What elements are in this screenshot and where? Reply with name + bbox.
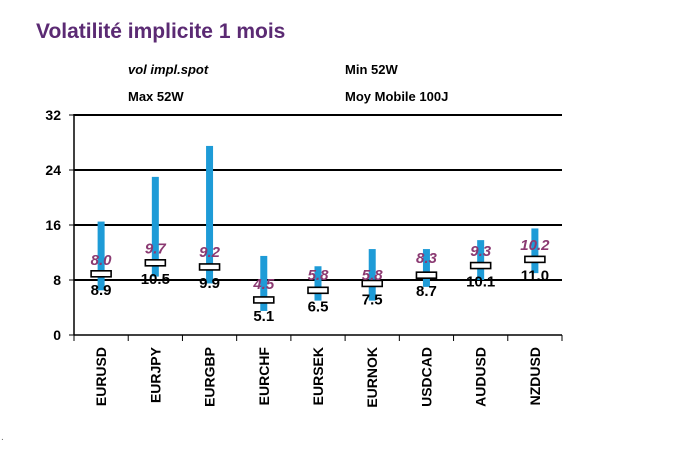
range-bar-eurnok <box>368 249 376 301</box>
moving-average-marker <box>144 259 167 267</box>
range-bar-eursek <box>314 266 322 301</box>
spot-value-label: 8.3 <box>416 250 438 267</box>
spot-value-label: 5.8 <box>308 267 330 284</box>
y-tick-label: 32 <box>45 107 61 123</box>
legend-min-label: Min 52W <box>345 62 398 77</box>
moving-average-marker <box>469 261 492 270</box>
range-bar-eurjpy <box>151 176 159 277</box>
corner-mark: . <box>1 432 4 443</box>
category-label: EURCHF <box>256 347 272 406</box>
moving-average-value-label: 10.1 <box>466 274 495 291</box>
spot-value-label: 4.5 <box>252 276 275 293</box>
moving-average-marker <box>524 255 546 264</box>
moving-average-marker <box>307 286 329 295</box>
moving-average-marker <box>252 296 275 304</box>
moving-average-value-label: 9.9 <box>199 275 220 292</box>
moving-average-value-label: 8.7 <box>416 283 437 300</box>
spot-value-label: 8.0 <box>91 252 113 269</box>
range-bar-nzdusd <box>531 228 539 274</box>
category-label: EURNOK <box>364 347 380 408</box>
spot-value-label: 5.8 <box>362 267 384 284</box>
moving-average-marker <box>198 263 221 271</box>
chart-title: Volatilité implicite 1 mois <box>36 20 286 43</box>
category-label: EURSEK <box>310 347 326 405</box>
moving-average-value-label: 5.1 <box>253 308 274 325</box>
moving-average-value-label: 8.9 <box>91 282 112 299</box>
category-label: AUDUSD <box>473 347 489 407</box>
category-label: USDCAD <box>418 347 434 407</box>
range-bar-usdcad <box>422 249 430 287</box>
legend-moving-average-label: Moy Mobile 100J <box>345 89 449 104</box>
spot-value-label: 9.2 <box>199 244 221 261</box>
range-bar-eurgbp <box>206 145 214 284</box>
moving-average-value-label: 10.5 <box>141 271 170 288</box>
moving-average-marker <box>90 270 112 278</box>
category-label: EURGBP <box>202 347 218 407</box>
y-tick-label: 0 <box>53 327 61 343</box>
moving-average-value-label: 7.5 <box>362 291 383 308</box>
spot-value-label: 10.2 <box>520 237 550 254</box>
range-bar-audusd <box>477 240 485 280</box>
legend-max-label: Max 52W <box>128 89 184 104</box>
range-bar-eurusd <box>97 221 105 291</box>
moving-average-value-label: 11.0 <box>521 267 549 284</box>
range-bar-eurchf <box>260 255 268 311</box>
moving-average-value-label: 6.5 <box>308 298 329 315</box>
category-label: NZDUSD <box>527 347 543 405</box>
spot-value-label: 9.7 <box>145 240 167 257</box>
moving-average-marker <box>361 279 384 288</box>
category-label: EURUSD <box>93 347 109 406</box>
y-tick-label: 24 <box>45 162 61 178</box>
category-label: EURJPY <box>147 346 163 403</box>
moving-average-marker <box>415 271 438 279</box>
spot-value-label: 9.3 <box>470 243 492 260</box>
y-tick-label: 16 <box>45 217 61 233</box>
legend-spot-label: vol impl.spot <box>128 62 209 77</box>
y-tick-label: 8 <box>53 272 61 288</box>
